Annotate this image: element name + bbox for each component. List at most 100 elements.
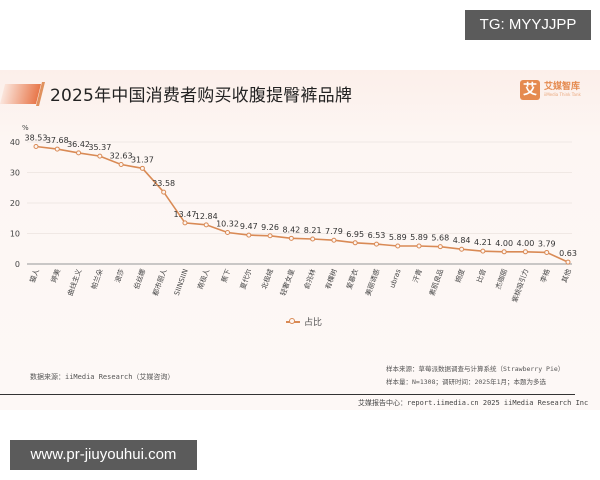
legend-label: 占比 (304, 318, 323, 328)
x-category-label: 蕉下 (219, 268, 232, 284)
x-category-label: 轻奢女皇 (278, 268, 296, 297)
data-point (161, 189, 167, 195)
data-label: 5.89 (389, 233, 407, 242)
data-label: 12.84 (195, 212, 218, 221)
data-point (331, 237, 337, 243)
data-point (203, 222, 209, 228)
data-label: 4.00 (517, 239, 535, 248)
data-label: 9.26 (261, 223, 279, 232)
line-chart: 0 10 20 30 40%38.5337.6836.4235.3732.6331.37… (10, 124, 577, 304)
data-point (459, 246, 465, 252)
y-tick-label: 0 (15, 260, 20, 269)
y-tick-label: 20 (10, 199, 20, 208)
data-point (437, 244, 443, 250)
data-label: 5.89 (410, 233, 428, 242)
logo-icon: 艾 (520, 80, 540, 100)
x-category-label: 北极绒 (259, 268, 275, 291)
data-point (182, 220, 188, 226)
data-label: 9.47 (240, 222, 258, 231)
data-label: 35.37 (88, 143, 111, 152)
data-point (373, 241, 379, 247)
x-category-label: 有棵树 (323, 268, 339, 291)
sample-source-note: 样本来源：草莓派数据调查与计算系统（Strawberry Pie） (386, 365, 565, 373)
data-source-note: 数据来源：iiMedia Research（艾媒咨询） (30, 373, 175, 381)
title-bar: 2025年中国消费者购买收腹提臀裤品牌 艾 艾媒智库 iiMedia Think… (0, 70, 600, 120)
sample-info-note: 样本量：N=1308；调研时间：2025年1月；本题为多选 (386, 378, 547, 386)
x-category-label: 夏代尔 (238, 268, 254, 291)
x-category-label: 伯丝娜 (132, 268, 148, 291)
data-label: 8.21 (304, 226, 322, 235)
footer-divider (0, 394, 575, 395)
watermark-top: TG: MYYJJPP (465, 10, 591, 40)
x-category-label: 南极人 (195, 268, 211, 291)
data-point (76, 150, 82, 156)
data-label: 31.37 (131, 155, 154, 164)
x-category-label: 其他 (560, 268, 573, 284)
x-category-label: 美丽诱惑 (363, 268, 381, 297)
iimedia-logo: 艾 艾媒智库 iiMedia Think Tank (520, 80, 581, 100)
data-label: 4.21 (474, 238, 492, 247)
x-category-label: ubras (388, 268, 402, 290)
y-tick-label: 40 (10, 138, 20, 147)
data-point (480, 248, 486, 254)
x-category-label: SIINSIIN (173, 268, 190, 297)
data-label: 0.63 (559, 249, 577, 258)
data-point (416, 243, 422, 249)
data-point (246, 232, 252, 238)
x-category-label: 都市丽人 (151, 268, 169, 297)
chart-legend: 占比 (286, 315, 322, 328)
data-point (267, 233, 273, 239)
data-point (33, 143, 39, 149)
data-point (544, 249, 550, 255)
data-point (395, 243, 401, 249)
x-category-label: 帕兰朵 (89, 268, 105, 291)
x-category-label: 婉度 (453, 268, 466, 284)
x-category-label: 紫桃吸引力 (510, 268, 530, 304)
data-label: 6.95 (346, 230, 364, 239)
data-point (310, 236, 316, 242)
data-point (118, 161, 124, 167)
data-point (565, 259, 571, 265)
data-label: 3.79 (538, 239, 556, 248)
data-label: 4.84 (453, 236, 471, 245)
data-label: 23.58 (152, 179, 175, 188)
watermark-bottom: www.pr-jiuyouhui.com (10, 440, 197, 470)
y-tick-label: 30 (10, 169, 20, 178)
data-label: 36.42 (67, 140, 90, 149)
data-point (352, 240, 358, 246)
logo-text-en: iiMedia Think Tank (544, 92, 581, 97)
logo-text-cn: 艾媒智库 (544, 82, 581, 92)
series-line (35, 145, 569, 263)
data-label: 10.32 (216, 220, 239, 229)
data-label: 5.68 (431, 234, 449, 243)
data-point (54, 146, 60, 152)
x-category-label: 曲线主义 (65, 268, 83, 297)
data-label: 13.47 (174, 210, 197, 219)
x-category-label: 李格 (538, 268, 551, 284)
data-label: 38.53 (25, 133, 48, 142)
legend-marker-icon (286, 317, 300, 324)
x-category-label: 浪莎 (113, 268, 126, 284)
data-label: 6.53 (368, 231, 386, 240)
data-label: 8.42 (282, 225, 300, 234)
x-category-label: 爱慕衣 (344, 268, 360, 291)
data-point (501, 249, 507, 255)
y-axis-unit: % (22, 124, 29, 132)
data-label: 4.00 (495, 239, 513, 248)
data-label: 37.68 (46, 136, 69, 145)
data-point (97, 153, 103, 159)
data-point (288, 235, 294, 241)
x-category-label: 汗青 (411, 268, 424, 284)
data-point (522, 249, 528, 255)
x-category-label: 婷美 (49, 268, 62, 284)
data-point (225, 230, 231, 236)
chart-title: 2025年中国消费者购买收腹提臀裤品牌 (50, 86, 353, 106)
x-category-label: 猫人 (28, 268, 41, 284)
x-category-label: 俞兆林 (302, 268, 318, 291)
x-category-label: 杰咖丽 (493, 268, 509, 291)
y-tick-label: 10 (10, 230, 20, 239)
data-label: 32.63 (110, 151, 133, 160)
data-label: 7.79 (325, 227, 343, 236)
footer-credit: 艾媒报告中心：report.iimedia.cn 2025 iiMedia Re… (358, 399, 589, 407)
